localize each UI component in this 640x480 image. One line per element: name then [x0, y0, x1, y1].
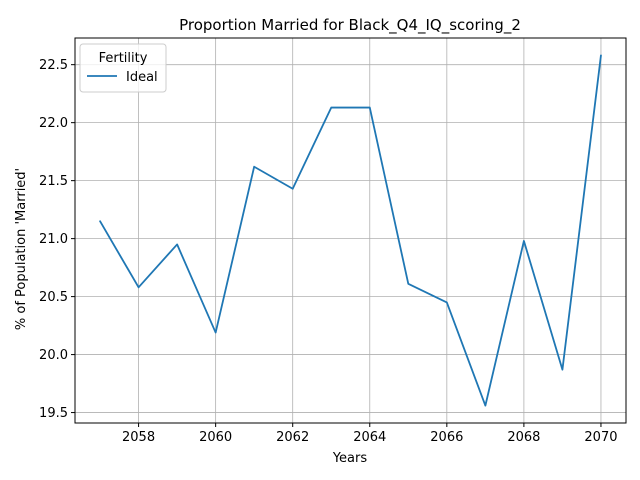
series-line-ideal: [99, 54, 602, 407]
grid: [75, 38, 626, 423]
x-tick-label: 2066: [430, 430, 463, 445]
x-tick-label: 2070: [584, 430, 617, 445]
y-axis: 19.5 20.0 20.5 21.0 21.5 22.0 22.5: [39, 58, 75, 421]
y-tick-label: 20.5: [39, 290, 68, 305]
y-tick-label: 20.0: [39, 348, 68, 363]
y-tick-label: 22.0: [39, 116, 68, 131]
y-tick-label: 21.0: [39, 232, 68, 247]
x-tick-label: 2060: [199, 430, 232, 445]
y-tick-label: 21.5: [39, 174, 68, 189]
legend-box: [79, 43, 167, 93]
legend-label-ideal: Ideal: [126, 70, 158, 85]
series-layer: [99, 54, 602, 407]
x-axis: 2058 2060 2062 2064 2066 2068 2070: [122, 423, 618, 445]
chart-title: Proportion Married for Black_Q4_IQ_scori…: [179, 16, 521, 35]
x-tick-label: 2062: [276, 430, 309, 445]
y-axis-label: % of Population 'Married': [14, 168, 29, 330]
x-axis-label: Years: [332, 451, 368, 466]
y-tick-label: 22.5: [39, 58, 68, 73]
y-tick-label: 19.5: [39, 406, 68, 421]
x-tick-label: 2058: [122, 430, 155, 445]
x-tick-label: 2068: [507, 430, 540, 445]
plot-area: [74, 37, 627, 424]
legend-title: Fertility: [99, 51, 148, 66]
x-tick-label: 2064: [353, 430, 386, 445]
legend: Fertility Ideal: [79, 43, 167, 93]
